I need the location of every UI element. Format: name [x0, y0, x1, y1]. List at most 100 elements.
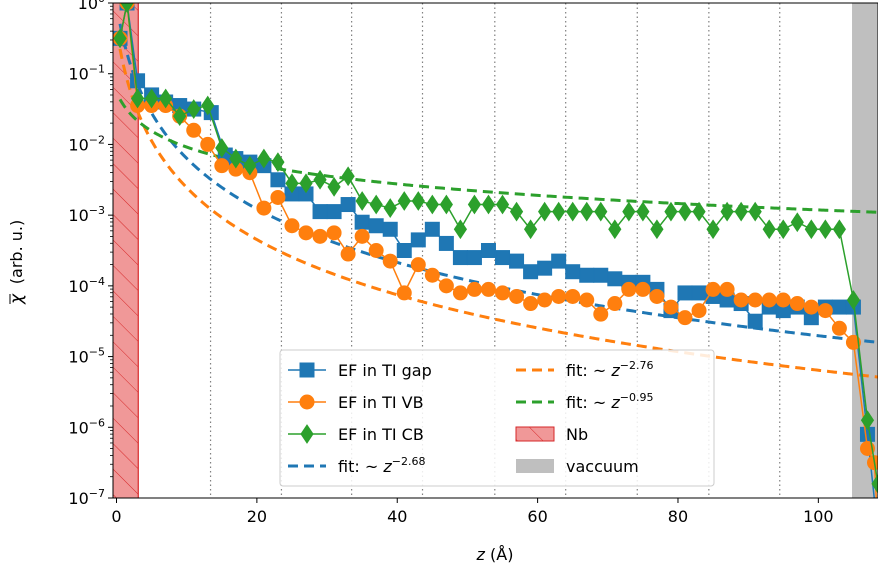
- data-point: [369, 194, 383, 215]
- plot-frame: [112, 2, 878, 499]
- data-point: [466, 281, 482, 297]
- data-point: [396, 243, 412, 258]
- legend-item-gap: EF in TI gap: [288, 361, 432, 380]
- data-point: [831, 320, 847, 336]
- y-tick-label: 10−6: [68, 416, 105, 437]
- x-tick-label: 100: [803, 507, 834, 526]
- y-tick-label: 10−2: [68, 133, 105, 154]
- data-point: [734, 201, 748, 222]
- data-point: [594, 201, 608, 222]
- data-point: [831, 299, 847, 315]
- data-point: [509, 253, 525, 269]
- data-point: [663, 299, 679, 315]
- x-axis-ticks: 0 20 40 60 80 100: [111, 498, 834, 526]
- data-point: [636, 201, 650, 222]
- legend-box: [279, 349, 715, 487]
- data-point: [368, 243, 384, 258]
- data-point: [187, 99, 201, 119]
- x-tick-label: 0: [111, 507, 121, 526]
- y-axis-label-unit: (arb. u.): [7, 220, 26, 284]
- data-point: [593, 267, 609, 283]
- data-point: [523, 296, 539, 312]
- data-point: [593, 306, 609, 322]
- data-point: [846, 290, 861, 310]
- data-point: [229, 148, 243, 169]
- data-point: [313, 169, 327, 190]
- data-point: [495, 194, 510, 215]
- data-point: [747, 313, 763, 329]
- data-point: [871, 526, 878, 540]
- data-point: [579, 292, 595, 308]
- data-point: [719, 281, 735, 297]
- data-point: [382, 221, 398, 237]
- data-point: [817, 303, 833, 319]
- data-point: [538, 201, 552, 222]
- data-point: [397, 191, 411, 211]
- x-tick-label: 60: [527, 507, 547, 526]
- data-point: [120, 3, 134, 13]
- data-point: [270, 172, 286, 188]
- data-point: [466, 250, 482, 266]
- series-cb: [113, 3, 878, 494]
- data-point: [705, 281, 721, 297]
- data-point: [845, 334, 861, 350]
- data-point: [565, 264, 581, 280]
- data-point: [608, 219, 622, 240]
- data-point: [481, 194, 496, 215]
- data-point: [565, 288, 581, 304]
- y-tick-label: 10−5: [68, 346, 105, 367]
- data-point: [467, 194, 482, 215]
- data-point: [860, 410, 875, 431]
- legend-item-nb: Nb: [515, 425, 588, 444]
- data-point: [201, 95, 215, 116]
- legend-item-fit-3: fit: ~ z−0.95: [516, 391, 653, 412]
- data-point: [410, 232, 426, 248]
- fit-line-1: [118, 23, 878, 344]
- data-point: [552, 201, 566, 222]
- data-point: [341, 166, 355, 187]
- data-point: [214, 158, 230, 174]
- y-axis-label: χ (arb. u.): [7, 220, 27, 305]
- data-point: [650, 219, 664, 240]
- y-axis-label-symbol: χ: [7, 293, 27, 305]
- data-point: [622, 201, 636, 222]
- data-point: [438, 235, 454, 251]
- data-point: [866, 455, 878, 471]
- data-point: [818, 219, 832, 240]
- data-point: [424, 221, 440, 237]
- y-tick-label: 10−1: [68, 63, 105, 84]
- data-point: [871, 526, 878, 540]
- data-point: [411, 191, 425, 211]
- data-series: [113, 3, 878, 540]
- data-point: [733, 292, 749, 308]
- legend-label: vaccuum: [566, 457, 639, 476]
- data-point: [453, 219, 468, 240]
- legend-label: fit: ~ z−2.76: [566, 359, 653, 380]
- x-axis-label: z (Å): [476, 545, 514, 564]
- data-point: [495, 250, 511, 266]
- data-point: [355, 191, 369, 211]
- legend-item-vaccuum: vaccuum: [516, 457, 639, 476]
- data-point: [452, 285, 468, 301]
- data-point: [775, 292, 791, 308]
- data-point: [678, 201, 692, 222]
- data-point: [130, 73, 146, 89]
- data-point: [635, 281, 651, 297]
- data-point: [566, 201, 580, 222]
- legend-swatch-hatch: [516, 427, 554, 441]
- data-point: [200, 136, 216, 152]
- data-point: [509, 201, 524, 222]
- legend-swatch-marker: [299, 362, 315, 378]
- data-point: [243, 155, 257, 176]
- data-point: [340, 246, 356, 262]
- x-tick-label: 40: [387, 507, 407, 526]
- legend-item-cb: EF in TI CB: [288, 424, 424, 444]
- data-point: [439, 194, 453, 215]
- y-tick-label: 10−3: [68, 204, 105, 225]
- y-tick-label: 10−4: [68, 275, 105, 296]
- data-point: [144, 88, 159, 109]
- legend-swatch-patch: [516, 459, 554, 473]
- data-point: [159, 88, 173, 109]
- legend-swatch-marker: [299, 394, 315, 410]
